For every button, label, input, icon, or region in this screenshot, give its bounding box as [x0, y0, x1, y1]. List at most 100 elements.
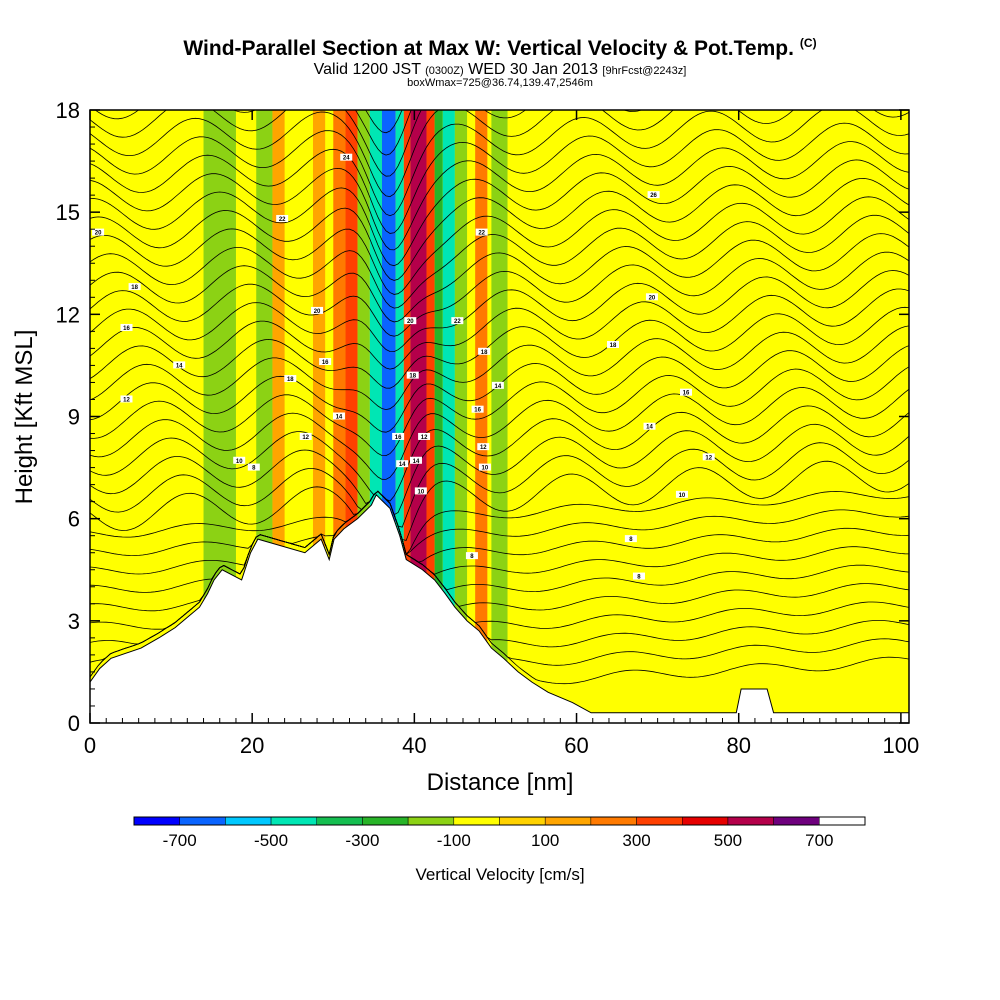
- theta-contour-30: [90, 110, 909, 198]
- theta-label-bg: [478, 463, 491, 471]
- theta-contour-19: [90, 288, 909, 370]
- box-info-line: boxWmax=725@36.74,139.47,2546m: [0, 77, 1000, 89]
- theta-label-28: 8: [465, 552, 478, 560]
- theta-label-0: 20: [92, 228, 105, 237]
- y-axis: 0 3 6 9 12 15 18: [56, 98, 909, 736]
- theta-label-text: 16: [123, 326, 130, 332]
- theta-label-text: 16: [322, 360, 329, 366]
- theta-label-bg: [414, 487, 427, 495]
- theta-label-text: 16: [395, 435, 402, 441]
- colorbar-tick-label: -500: [254, 831, 288, 850]
- forecast-info: [9hrFcst@2243z]: [602, 65, 687, 77]
- theta-label-text: 18: [287, 377, 294, 383]
- chart-title: Wind-Parallel Section at Max W: Vertical…: [0, 36, 1000, 61]
- colorbar-swatch-1: [179, 816, 226, 826]
- theta-label-text: 22: [454, 319, 461, 325]
- theta-label-text: 20: [407, 319, 414, 325]
- colorbar-swatch-11: [636, 816, 683, 826]
- theta-label-bg: [332, 412, 345, 420]
- y-tick-label: 18: [56, 98, 80, 123]
- theta-label-6: 8: [247, 463, 260, 472]
- colorbar-tick-label: 300: [622, 831, 650, 850]
- x-axis-label: Distance [nm]: [427, 769, 574, 796]
- theta-label-text: 12: [705, 455, 712, 461]
- theta-label-text: 12: [123, 397, 130, 403]
- theta-label-11: 12: [299, 432, 312, 441]
- theta-label-text: 8: [470, 554, 474, 560]
- x-tick-label: 40: [402, 733, 426, 758]
- colorbar-swatch-6: [407, 816, 455, 826]
- velocity-band-20: [475, 110, 488, 723]
- velocity-band-21: [491, 110, 508, 723]
- colorbar-swatch-12: [682, 816, 729, 826]
- theta-label-33: 14: [643, 422, 656, 431]
- theta-contour-11: [90, 442, 909, 528]
- theta-label-bg: [465, 552, 478, 560]
- velocity-band-27: [795, 110, 820, 723]
- valid-date: WED 30 Jan 2013: [468, 61, 598, 78]
- theta-label-text: 12: [480, 445, 487, 451]
- theta-label-3: 14: [173, 361, 186, 369]
- theta-label-14: 20: [404, 317, 417, 325]
- theta-label-bg: [647, 191, 660, 199]
- theta-label-17: 14: [396, 460, 409, 468]
- theta-contour-27: [90, 141, 909, 251]
- colorbar-swatch-14: [773, 816, 820, 826]
- theta-label-9: 18: [284, 375, 297, 383]
- theta-label-27: 10: [478, 463, 491, 472]
- theta-label-5: 10: [233, 456, 246, 465]
- colorbar-frame: [133, 816, 866, 826]
- theta-label-32: 16: [680, 388, 693, 397]
- theta-label-bg: [475, 228, 488, 236]
- theta-label-text: 22: [478, 231, 485, 237]
- theta-label-text: 16: [474, 408, 481, 414]
- theta-contour-13: [90, 405, 909, 502]
- theta-contour-21: [90, 251, 909, 337]
- theta-label-8: 20: [311, 306, 324, 315]
- colorbar-swatch-9: [544, 816, 592, 826]
- colorbar-tick-label: -100: [437, 831, 471, 850]
- velocity-band-22: [507, 110, 520, 723]
- velocity-bands: [90, 110, 893, 723]
- theta-label-bg: [319, 358, 332, 366]
- theta-label-text: 14: [176, 363, 183, 369]
- velocity-band-13: [395, 110, 404, 723]
- theta-label-4: 12: [120, 395, 133, 403]
- colorbar-tick-label: 700: [805, 831, 833, 850]
- theta-label-bg: [477, 443, 490, 451]
- theta-contour-20: [90, 270, 909, 353]
- colorbar-swatch-13: [727, 816, 774, 826]
- theta-label-bg: [247, 463, 260, 471]
- theta-contour-26: [90, 159, 909, 267]
- colorbar-swatch-2: [225, 816, 272, 826]
- theta-label-bg: [643, 422, 656, 430]
- theta-label-text: 14: [495, 384, 502, 390]
- theta-label-text: 10: [236, 459, 243, 465]
- x-axis: 0 20 40 60 80 100: [84, 110, 919, 758]
- theta-contour-28: [90, 122, 909, 234]
- theta-contour-15: [90, 366, 909, 457]
- colorbar-tick-label: 500: [714, 831, 742, 850]
- x-tick-label: 60: [564, 733, 588, 758]
- velocity-band-23: [544, 110, 577, 723]
- velocity-band-14: [403, 110, 411, 723]
- theta-label-text: 18: [481, 350, 488, 356]
- theta-label-text: 22: [279, 217, 286, 223]
- theta-label-bg: [299, 432, 312, 440]
- colorbar-swatch-4: [316, 816, 363, 826]
- theta-label-text: 18: [131, 285, 138, 291]
- y-tick-label: 6: [68, 507, 80, 532]
- theta-label-text: 12: [421, 435, 428, 441]
- theta-contour-12: [90, 423, 909, 516]
- y-tick-label: 9: [68, 405, 80, 430]
- x-tick-label: 100: [883, 733, 920, 758]
- colorbar-swatch-0: [133, 816, 180, 826]
- terrain-profile: [90, 493, 909, 723]
- theta-contour-18: [90, 306, 909, 389]
- theta-label-text: 20: [649, 295, 656, 301]
- theta-label-bg: [233, 456, 246, 464]
- theta-contour-7: [90, 490, 909, 575]
- theta-label-34: 12: [702, 453, 715, 461]
- theta-label-bg: [607, 340, 620, 348]
